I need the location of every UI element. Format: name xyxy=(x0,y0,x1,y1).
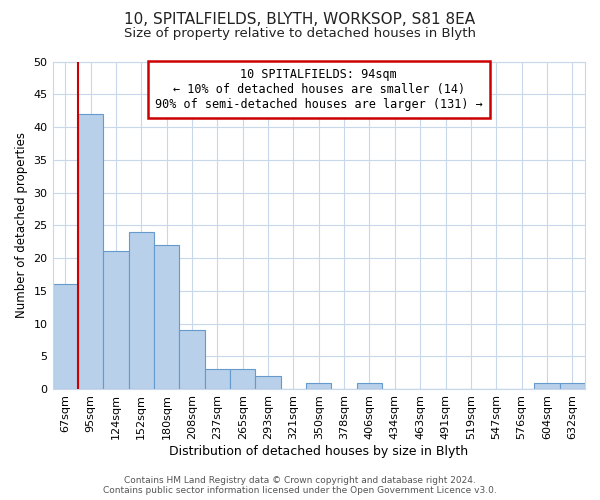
Bar xyxy=(78,114,103,389)
Bar xyxy=(53,284,78,389)
Bar xyxy=(154,245,179,389)
Bar xyxy=(357,382,382,389)
Text: Size of property relative to detached houses in Blyth: Size of property relative to detached ho… xyxy=(124,28,476,40)
X-axis label: Distribution of detached houses by size in Blyth: Distribution of detached houses by size … xyxy=(169,444,469,458)
Bar xyxy=(179,330,205,389)
Bar xyxy=(103,252,128,389)
Bar xyxy=(560,382,585,389)
Text: Contains HM Land Registry data © Crown copyright and database right 2024.
Contai: Contains HM Land Registry data © Crown c… xyxy=(103,476,497,495)
Bar xyxy=(230,370,256,389)
Bar xyxy=(205,370,230,389)
Text: 10, SPITALFIELDS, BLYTH, WORKSOP, S81 8EA: 10, SPITALFIELDS, BLYTH, WORKSOP, S81 8E… xyxy=(124,12,476,28)
Bar xyxy=(256,376,281,389)
Bar xyxy=(534,382,560,389)
Bar xyxy=(128,232,154,389)
Text: 10 SPITALFIELDS: 94sqm
← 10% of detached houses are smaller (14)
90% of semi-det: 10 SPITALFIELDS: 94sqm ← 10% of detached… xyxy=(155,68,482,111)
Y-axis label: Number of detached properties: Number of detached properties xyxy=(15,132,28,318)
Bar xyxy=(306,382,331,389)
